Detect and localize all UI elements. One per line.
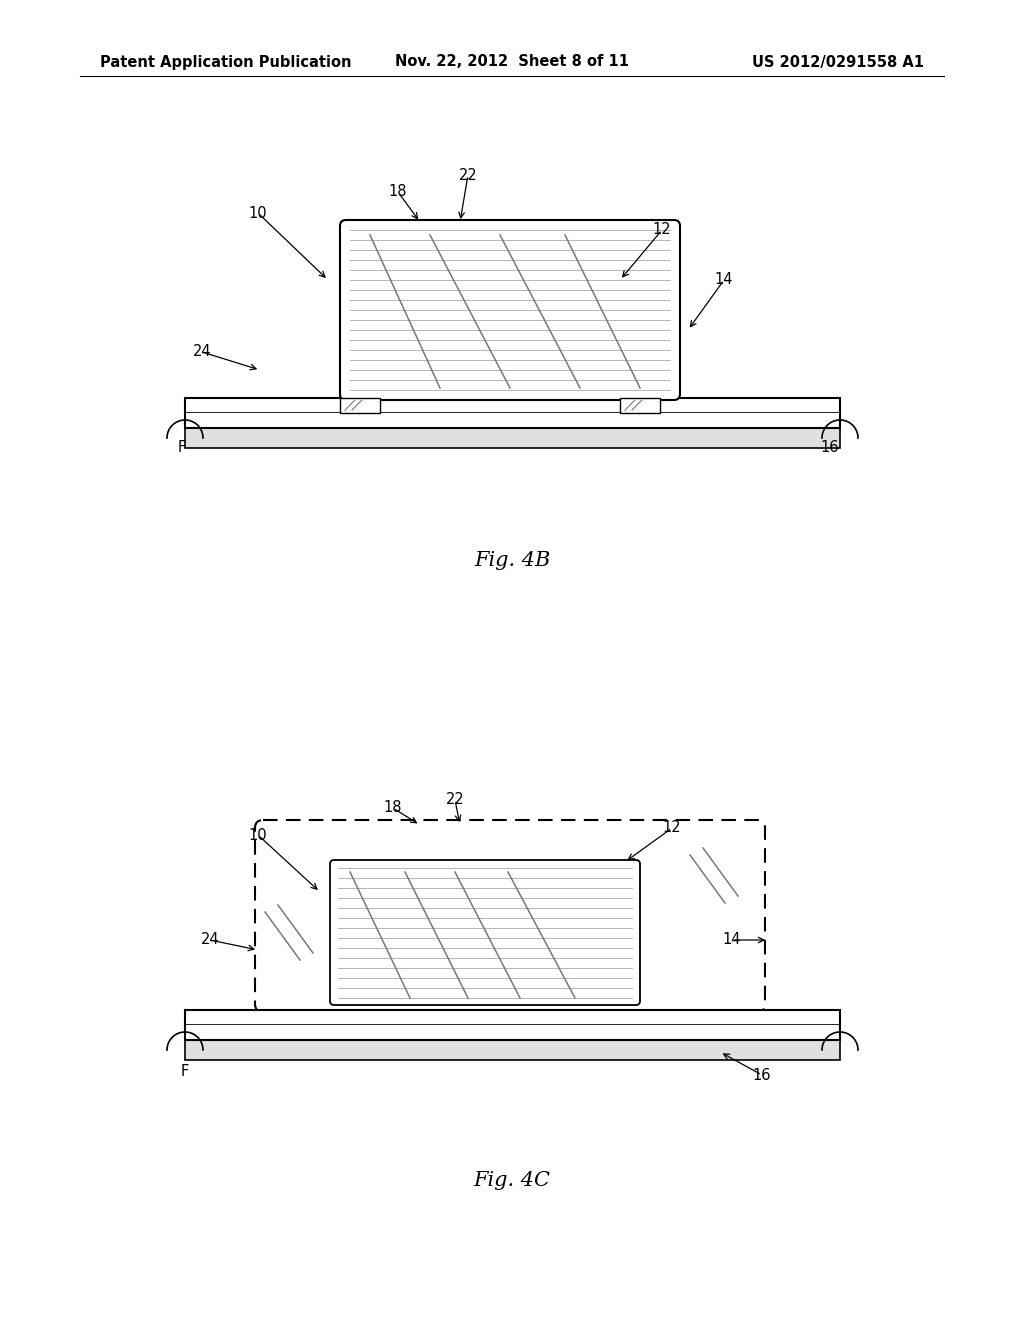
Text: Fig. 4B: Fig. 4B (474, 550, 550, 569)
FancyBboxPatch shape (255, 820, 765, 1012)
Bar (185, 428, 840, 447)
Text: 14: 14 (723, 932, 741, 948)
Text: 18: 18 (384, 800, 402, 816)
Text: 22: 22 (459, 168, 477, 182)
Text: F: F (178, 441, 186, 455)
Text: 12: 12 (663, 821, 681, 836)
Bar (185, 1010, 840, 1040)
Text: 12: 12 (652, 223, 672, 238)
Text: Patent Application Publication: Patent Application Publication (100, 54, 351, 70)
Text: 16: 16 (753, 1068, 771, 1082)
Text: 10: 10 (249, 828, 267, 842)
Text: 18: 18 (389, 185, 408, 199)
Bar (185, 399, 840, 428)
Text: Fig. 4C: Fig. 4C (473, 1171, 551, 1189)
Text: US 2012/0291558 A1: US 2012/0291558 A1 (752, 54, 924, 70)
Text: 16: 16 (821, 441, 840, 455)
Bar (185, 1040, 840, 1060)
Text: 24: 24 (193, 345, 211, 359)
FancyBboxPatch shape (340, 220, 680, 400)
Text: 14: 14 (715, 272, 733, 288)
Text: 24: 24 (201, 932, 219, 948)
Bar (620, 399, 660, 413)
Text: 22: 22 (445, 792, 464, 808)
Text: 10: 10 (249, 206, 267, 220)
Text: Nov. 22, 2012  Sheet 8 of 11: Nov. 22, 2012 Sheet 8 of 11 (395, 54, 629, 70)
Bar (340, 399, 380, 413)
Text: F: F (181, 1064, 189, 1080)
FancyBboxPatch shape (330, 861, 640, 1005)
